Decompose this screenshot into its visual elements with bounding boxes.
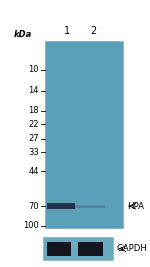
Bar — [43, 237, 113, 260]
Text: 14: 14 — [28, 86, 39, 95]
Text: 27: 27 — [28, 134, 39, 143]
Text: 44: 44 — [28, 167, 39, 176]
Text: 33: 33 — [28, 148, 39, 157]
Text: GAPDH: GAPDH — [116, 244, 147, 253]
Text: 1: 1 — [64, 26, 70, 36]
Text: 100: 100 — [23, 221, 39, 230]
Text: 10: 10 — [28, 65, 39, 74]
Bar — [78, 242, 103, 256]
Text: HPA: HPA — [128, 202, 144, 211]
Text: 18: 18 — [28, 106, 39, 115]
Bar — [75, 205, 105, 208]
Text: 70: 70 — [28, 202, 39, 211]
Text: kDa: kDa — [14, 30, 32, 39]
Bar — [46, 242, 70, 256]
Text: 2: 2 — [91, 26, 97, 36]
Bar — [47, 203, 75, 209]
Bar — [45, 41, 123, 228]
Text: 22: 22 — [28, 120, 39, 129]
